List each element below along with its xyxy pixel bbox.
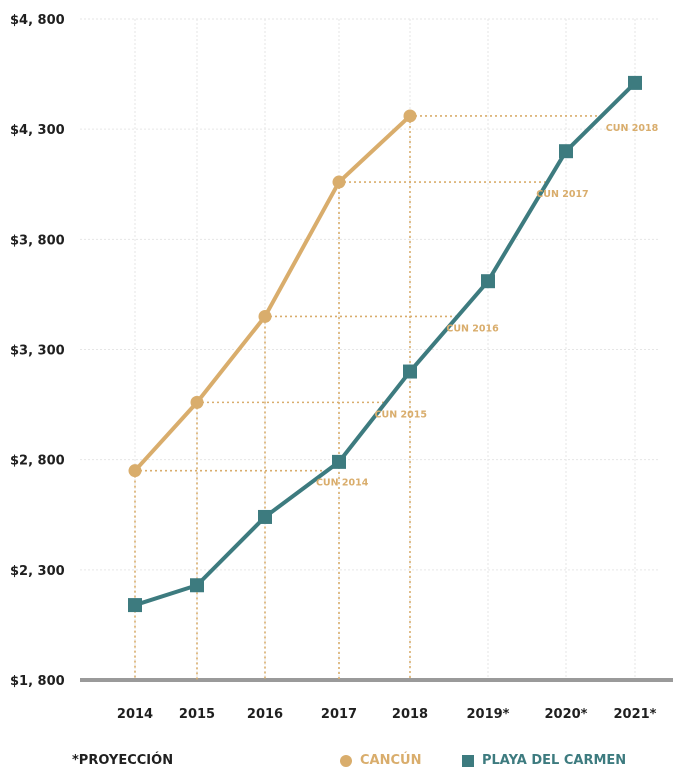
data-point-cancun bbox=[258, 309, 272, 323]
data-point-playa-del-carmen bbox=[190, 578, 204, 593]
annotation-label: CUN 2016 bbox=[446, 323, 499, 334]
legend-label-cancun: CANCÚN bbox=[360, 753, 422, 768]
legend-label-playa-del-carmen: PLAYA DEL CARMEN bbox=[482, 753, 627, 768]
data-point-cancun bbox=[190, 395, 204, 409]
data-point-cancun bbox=[128, 464, 142, 478]
x-tick-label: 2018 bbox=[392, 707, 428, 722]
legend-item-playa-del-carmen: PLAYA DEL CARMEN bbox=[462, 753, 626, 769]
annotation-label: CUN 2018 bbox=[606, 123, 659, 134]
x-tick-label: 2015 bbox=[179, 707, 215, 722]
series-line-playa-del-carmen bbox=[134, 81, 637, 607]
series-line-cancun bbox=[133, 114, 412, 473]
y-tick-label: $4, 800 bbox=[10, 13, 65, 28]
y-tick-label: $3, 300 bbox=[10, 344, 65, 359]
y-tick-label: $4, 300 bbox=[10, 123, 65, 138]
y-tick-label: $2, 800 bbox=[10, 454, 65, 469]
annotation-label: CUN 2015 bbox=[375, 409, 427, 420]
footnote: *PROYECCIÓN bbox=[72, 753, 174, 768]
y-tick-label: $3, 800 bbox=[10, 233, 65, 248]
series-markers bbox=[128, 75, 642, 613]
data-point-playa-del-carmen bbox=[258, 509, 272, 524]
x-tick-label: 2021* bbox=[614, 707, 657, 722]
gridlines bbox=[80, 18, 660, 680]
data-point-playa-del-carmen bbox=[628, 75, 642, 90]
x-tick-label: 2019* bbox=[467, 707, 510, 722]
y-tick-label: $2, 300 bbox=[10, 564, 65, 579]
x-tick-label: 2020* bbox=[545, 707, 588, 722]
annotation-label: CUN 2017 bbox=[536, 189, 588, 200]
annotation-label: CUN 2014 bbox=[316, 478, 369, 489]
data-point-playa-del-carmen bbox=[481, 274, 495, 289]
legend-item-cancun: CANCÚN bbox=[340, 753, 421, 769]
legend-square-icon bbox=[462, 755, 474, 767]
x-tick-label: 2016 bbox=[247, 707, 283, 722]
data-point-cancun bbox=[332, 175, 346, 189]
x-tick-label: 2017 bbox=[321, 707, 357, 722]
data-point-cancun bbox=[403, 109, 417, 123]
series-lines bbox=[133, 81, 637, 607]
x-axis: 2014 2015 2016 2017 2018 2019* 2020* 2021* bbox=[80, 678, 673, 722]
data-point-playa-del-carmen bbox=[128, 598, 142, 613]
annotation-guides bbox=[134, 115, 602, 680]
y-tick-label: $1, 800 bbox=[10, 674, 65, 689]
x-tick-label: 2014 bbox=[117, 707, 153, 722]
legend-circle-icon bbox=[340, 755, 352, 767]
data-point-playa-del-carmen bbox=[403, 364, 417, 379]
data-point-playa-del-carmen bbox=[332, 454, 346, 469]
y-axis: $1, 800 $2, 300 $2, 800 $3, 300 $3, 800 $4, 3… bbox=[10, 13, 65, 689]
annotations: CUN 2014 CUN 2015 CUN 2016 CUN 2017 CUN 2018 bbox=[316, 123, 659, 489]
data-point-playa-del-carmen bbox=[559, 144, 573, 159]
